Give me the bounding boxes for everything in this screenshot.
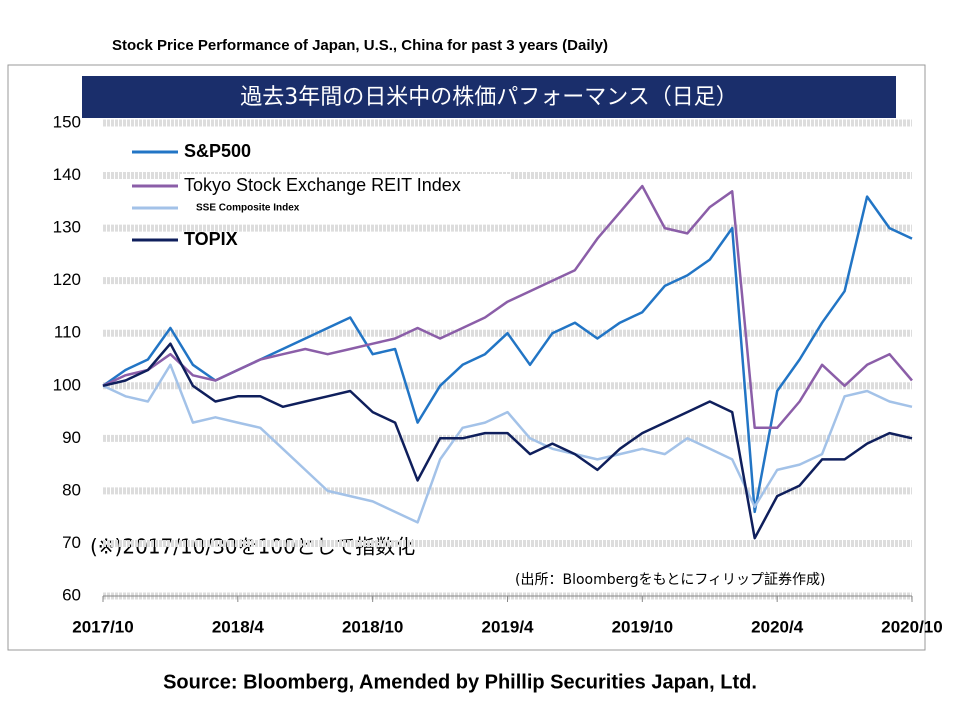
y-tick-label: 60 — [62, 585, 81, 604]
chart-title: Stock Price Performance of Japan, U.S., … — [112, 37, 608, 54]
banner-box — [82, 76, 896, 118]
legend-label: S&P500 — [184, 141, 251, 161]
y-tick-label: 90 — [62, 428, 81, 447]
y-tick-label: 70 — [62, 533, 81, 552]
legend-label: Tokyo Stock Exchange REIT Index — [184, 175, 461, 195]
banner: 過去3年間の日米中の株価パフォーマンス（日足） — [240, 85, 738, 110]
x-tick-label: 2019/10 — [612, 617, 673, 636]
y-tick-label: 130 — [53, 218, 81, 237]
series-line — [102, 363, 913, 524]
source: Source: Bloomberg, Amended by Phillip Se… — [163, 671, 757, 693]
y-tick-label: 80 — [62, 480, 81, 499]
y-tick-label: 150 — [53, 112, 81, 131]
x-tick-label: 2018/4 — [212, 617, 265, 636]
series-line — [102, 342, 913, 540]
y-tick-label: 120 — [53, 270, 81, 289]
x-tick-label: 2019/4 — [482, 617, 535, 636]
y-tick-label: 110 — [54, 323, 81, 342]
legend-bg — [180, 174, 510, 198]
y-tick-label: 100 — [53, 375, 81, 394]
series-line — [102, 184, 913, 430]
x-tick-label: 2017/10 — [72, 617, 133, 636]
x-tick-label: 2018/10 — [342, 617, 403, 636]
frame — [7, 64, 926, 651]
legend-label: SSE Composite Index — [196, 203, 300, 214]
y-tick-label: 140 — [53, 165, 81, 184]
annotation: (出所：Bloombergをもとにフィリップ証券作成) — [515, 572, 826, 588]
x-tick-label: 2020/4 — [751, 617, 804, 636]
x-tick-label: 2020/10 — [881, 617, 942, 636]
legend-label: TOPIX — [184, 229, 238, 249]
